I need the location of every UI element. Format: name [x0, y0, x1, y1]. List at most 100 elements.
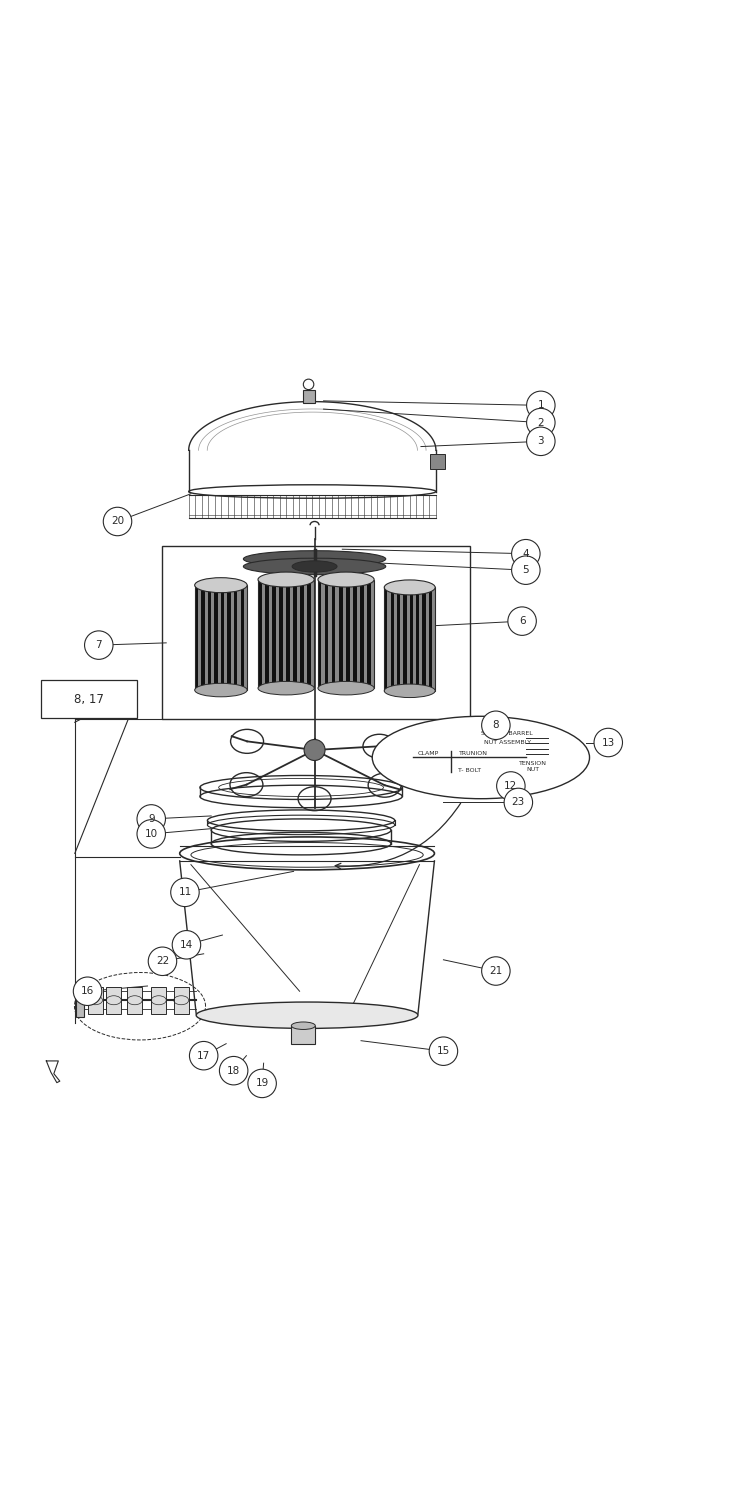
Bar — [231, 585, 234, 690]
Text: 1: 1 — [538, 400, 544, 411]
Ellipse shape — [318, 681, 374, 694]
Text: 13: 13 — [602, 738, 615, 747]
FancyBboxPatch shape — [41, 681, 137, 718]
Bar — [234, 585, 238, 690]
Bar — [360, 579, 363, 688]
Circle shape — [511, 540, 540, 568]
Bar — [195, 585, 198, 690]
Ellipse shape — [318, 572, 374, 586]
Text: 14: 14 — [180, 940, 193, 950]
Bar — [162, 546, 470, 718]
Bar — [76, 984, 83, 1017]
Bar — [384, 588, 435, 692]
Text: 23: 23 — [511, 798, 525, 807]
Bar — [127, 987, 142, 1014]
Bar — [151, 987, 166, 1014]
Bar — [339, 579, 342, 688]
Bar — [224, 585, 227, 690]
Bar — [283, 579, 286, 688]
Bar — [394, 588, 397, 692]
Bar — [353, 579, 356, 688]
Bar — [356, 579, 360, 688]
Bar — [387, 588, 390, 692]
Bar — [397, 588, 400, 692]
Text: 18: 18 — [227, 1065, 241, 1076]
Text: 7: 7 — [96, 640, 102, 650]
Bar — [286, 579, 290, 688]
Bar — [221, 585, 224, 690]
Text: 16: 16 — [81, 986, 94, 996]
Bar — [174, 987, 189, 1014]
Bar — [318, 579, 321, 688]
Circle shape — [526, 427, 555, 456]
Bar — [272, 579, 275, 688]
Bar — [275, 579, 279, 688]
Circle shape — [508, 608, 536, 636]
Bar — [329, 579, 332, 688]
Bar — [227, 585, 231, 690]
Ellipse shape — [196, 1002, 418, 1029]
Bar — [311, 579, 314, 688]
Text: 2: 2 — [538, 417, 544, 428]
Circle shape — [172, 930, 201, 958]
Bar — [390, 588, 394, 692]
Circle shape — [148, 946, 177, 975]
Bar — [87, 987, 102, 1014]
Circle shape — [103, 507, 132, 536]
Circle shape — [504, 788, 532, 816]
Text: 22: 22 — [156, 957, 169, 966]
Bar — [307, 579, 311, 688]
Circle shape — [73, 976, 102, 1005]
Bar — [205, 585, 208, 690]
Text: 5: 5 — [523, 566, 529, 574]
Text: T- BOLT: T- BOLT — [458, 768, 481, 774]
Bar — [321, 579, 325, 688]
Text: TRUNION: TRUNION — [459, 752, 488, 756]
Bar — [296, 579, 300, 688]
Bar — [407, 588, 410, 692]
Text: CLAMP: CLAMP — [418, 752, 439, 756]
Bar — [384, 588, 387, 692]
Bar — [217, 585, 221, 690]
Bar — [430, 454, 445, 470]
Text: 10: 10 — [144, 830, 158, 839]
Circle shape — [190, 1041, 218, 1070]
Bar — [241, 585, 244, 690]
Bar — [211, 585, 214, 690]
Bar — [410, 588, 413, 692]
Circle shape — [429, 1036, 458, 1065]
Text: 8: 8 — [493, 720, 499, 730]
Bar — [300, 579, 304, 688]
Circle shape — [220, 1056, 248, 1084]
Text: NUT ASSEMBLY: NUT ASSEMBLY — [484, 740, 531, 746]
Text: 15: 15 — [437, 1046, 450, 1056]
Text: 9: 9 — [148, 815, 155, 824]
Ellipse shape — [244, 550, 386, 567]
Bar — [346, 579, 350, 688]
Bar — [279, 579, 283, 688]
Circle shape — [304, 740, 325, 760]
Bar — [293, 579, 296, 688]
Bar — [371, 579, 374, 688]
Text: 21: 21 — [490, 966, 502, 976]
Circle shape — [248, 1070, 276, 1098]
Bar — [198, 585, 202, 690]
Ellipse shape — [195, 684, 247, 698]
Bar — [106, 987, 121, 1014]
Bar — [291, 1026, 315, 1044]
Bar — [367, 579, 371, 688]
Text: SPRING/ BARREL: SPRING/ BARREL — [481, 730, 533, 735]
Text: 8, 17: 8, 17 — [74, 693, 104, 705]
Bar — [350, 579, 353, 688]
Bar — [258, 579, 314, 688]
Text: 17: 17 — [197, 1050, 211, 1060]
Text: 6: 6 — [519, 616, 526, 626]
Bar — [258, 579, 262, 688]
Bar — [325, 579, 329, 688]
Bar — [432, 588, 435, 692]
Bar — [403, 588, 407, 692]
Text: 20: 20 — [111, 516, 124, 526]
Ellipse shape — [244, 558, 386, 574]
Bar — [416, 588, 420, 692]
Bar — [208, 585, 211, 690]
